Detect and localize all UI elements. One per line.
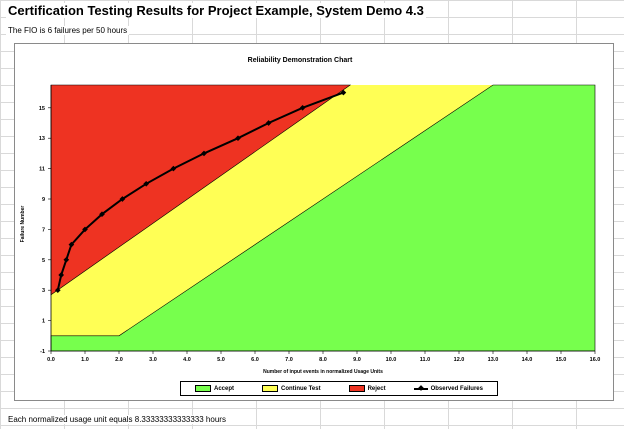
chart-axes: 0.0 1.0 2.0 3.0 4.0 5.0 6.0 7.0 8.0 9.0 10.0 11.0 12… (39, 85, 600, 363)
chart-title: Reliability Demonstration Chart (248, 57, 353, 64)
legend-label-reject: Reject (367, 385, 386, 392)
x-tick-label: 9.0 (353, 357, 361, 363)
observed-failure-point (63, 256, 70, 263)
legend-label-accept: Accept (214, 385, 235, 392)
observed-failure-point (119, 196, 126, 202)
x-tick-label: 12.0 (454, 357, 465, 363)
observed-failure-point (170, 165, 177, 172)
observed-failures-line (56, 91, 344, 291)
observed-failure-point (265, 120, 272, 126)
observed-failure-point (99, 211, 105, 218)
x-tick-label: 14.0 (522, 357, 533, 363)
x-tick-label: 13.0 (488, 357, 499, 363)
legend-item-reject: Reject (348, 385, 386, 392)
x-tick-label: 16.0 (590, 357, 601, 363)
chart-series (54, 89, 347, 294)
usage-unit-note: Each normalized usage unit equals 8.3333… (6, 415, 228, 424)
legend-swatch-observed (413, 387, 428, 390)
y-tick-label: 13 (39, 136, 45, 142)
x-tick-label: 3.0 (149, 357, 157, 363)
observed-failure-point (299, 104, 306, 111)
fio-note: The FIO is 6 failures per 50 hours (6, 26, 130, 35)
x-tick-label: 2.0 (115, 357, 123, 363)
y-tick-label: -1 (40, 349, 45, 355)
reliability-chart-svg: Reliability Demonstration Chart 0.0 1.0 2.… (20, 57, 600, 375)
legend-item-observed: Observed Failures (413, 385, 483, 392)
observed-failure-point (235, 135, 241, 142)
legend-swatch-continue (262, 385, 279, 392)
sheet-title: Certification Testing Results for Projec… (6, 3, 426, 18)
x-tick-label: 8.0 (319, 357, 327, 363)
chart-legend: Accept Continue Test Reject Observed Fai… (180, 381, 498, 396)
y-axis-label: Failure Number (20, 206, 26, 243)
legend-item-continue: Continue Test (262, 385, 321, 392)
x-tick-label: 0.0 (47, 357, 55, 363)
x-tick-label: 15.0 (556, 357, 567, 363)
observed-failure-point (82, 226, 88, 233)
y-tick-label: 5 (42, 258, 45, 264)
legend-swatch-accept (195, 385, 211, 392)
x-tick-label: 7.0 (285, 357, 293, 363)
y-tick-label: 15 (39, 106, 45, 112)
observed-failure-point (54, 287, 61, 294)
legend-swatch-reject (348, 385, 365, 392)
x-axis-label: Number of input events in normalized Usa… (263, 369, 383, 375)
chart-container[interactable]: Reliability Demonstration Chart 0.0 1.0 2.… (14, 43, 614, 401)
x-tick-label: 5.0 (217, 357, 225, 363)
observed-failure-point (143, 180, 150, 187)
chart-regions (50, 84, 596, 352)
y-tick-label: 3 (42, 288, 45, 294)
observed-failure-point (201, 150, 207, 157)
x-tick-label: 4.0 (183, 357, 191, 363)
y-tick-label: 9 (42, 197, 45, 203)
y-tick-label: 7 (42, 227, 45, 233)
legend-item-accept: Accept (195, 385, 234, 392)
x-tick-label: 1.0 (81, 357, 89, 363)
x-tick-label: 6.0 (251, 357, 259, 363)
x-tick-label: 10.0 (386, 357, 397, 363)
legend-label-observed: Observed Failures (430, 385, 483, 392)
y-tick-label: 11 (39, 167, 45, 173)
x-tick-label: 11.0 (420, 357, 430, 363)
y-tick-label: 1 (42, 319, 45, 325)
legend-label-continue: Continue Test (281, 385, 321, 392)
